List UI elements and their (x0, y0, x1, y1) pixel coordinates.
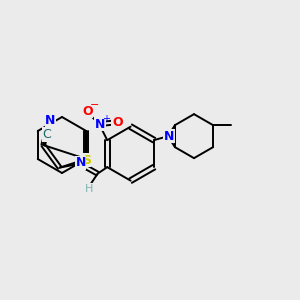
Text: O: O (82, 105, 92, 118)
Text: −: − (89, 100, 99, 110)
Text: O: O (112, 116, 122, 129)
Text: N: N (164, 130, 174, 143)
Text: S: S (82, 154, 91, 166)
Text: +: + (102, 114, 110, 124)
Text: N: N (45, 114, 56, 127)
Text: C: C (43, 128, 51, 141)
Text: N: N (95, 118, 105, 131)
Text: N: N (75, 156, 86, 169)
Text: H: H (84, 184, 93, 194)
